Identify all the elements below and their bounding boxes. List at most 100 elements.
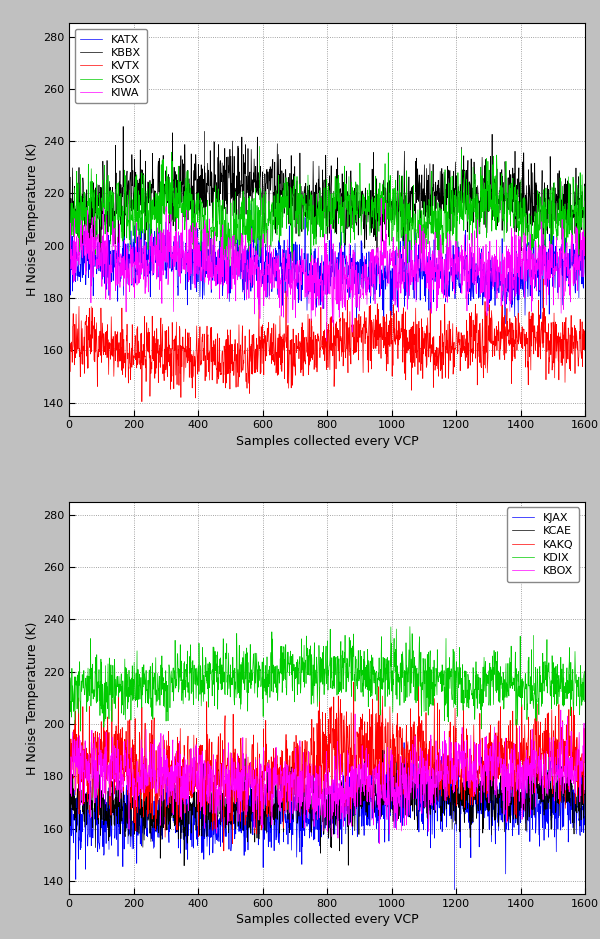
- KAKQ: [158, 765, 165, 777]
- KDIX: [158, 689, 165, 700]
- Line: KAKQ: KAKQ: [69, 683, 584, 851]
- KBOX: [548, 734, 556, 746]
- Line: KATX: KATX: [69, 204, 584, 324]
- KCAE: [329, 793, 337, 804]
- KDIX: [421, 654, 428, 665]
- Line: KBOX: KBOX: [69, 710, 584, 843]
- KVTX: [548, 364, 556, 376]
- KBOX: [581, 788, 588, 799]
- KCAE: [299, 822, 306, 833]
- KBBX: [90, 254, 97, 266]
- KVTX: [158, 349, 165, 361]
- KBOX: [158, 778, 165, 790]
- Line: KBBX: KBBX: [69, 127, 584, 260]
- KDIX: [65, 677, 73, 688]
- KVTX: [329, 343, 337, 354]
- KBBX: [299, 186, 307, 197]
- KJAX: [548, 800, 556, 811]
- KSOX: [581, 181, 588, 192]
- KCAE: [65, 795, 73, 807]
- KCAE: [75, 771, 82, 782]
- KIWA: [323, 335, 330, 346]
- KVTX: [421, 343, 428, 354]
- KIWA: [65, 242, 73, 254]
- KIWA: [421, 255, 428, 267]
- X-axis label: Samples collected every VCP: Samples collected every VCP: [236, 435, 418, 448]
- KVTX: [540, 273, 547, 285]
- KDIX: [299, 664, 306, 675]
- KBBX: [75, 208, 82, 219]
- KJAX: [72, 873, 79, 885]
- KJAX: [65, 793, 73, 805]
- KDIX: [329, 681, 337, 692]
- KJAX: [299, 840, 306, 852]
- KDIX: [548, 650, 556, 661]
- KCAE: [548, 762, 556, 774]
- KJAX: [421, 793, 428, 805]
- KBBX: [581, 194, 588, 206]
- KAKQ: [299, 766, 306, 777]
- Legend: KJAX, KCAE, KAKQ, KDIX, KBOX: KJAX, KCAE, KAKQ, KDIX, KBOX: [506, 507, 580, 582]
- KIWA: [158, 260, 165, 271]
- KSOX: [329, 188, 337, 199]
- KATX: [65, 227, 73, 239]
- KIWA: [329, 239, 337, 250]
- KIWA: [299, 260, 306, 271]
- KBOX: [299, 777, 306, 788]
- KJAX: [76, 835, 83, 846]
- KDIX: [406, 621, 413, 632]
- KSOX: [226, 261, 233, 272]
- KIWA: [548, 239, 556, 251]
- KCAE: [488, 744, 496, 755]
- Line: KCAE: KCAE: [69, 749, 584, 866]
- Line: KIWA: KIWA: [69, 198, 584, 341]
- KIWA: [581, 231, 588, 242]
- KVTX: [581, 327, 588, 338]
- KJAX: [158, 807, 165, 818]
- KAKQ: [220, 845, 227, 856]
- KSOX: [65, 205, 73, 216]
- Line: KDIX: KDIX: [69, 626, 584, 731]
- KATX: [502, 318, 509, 330]
- KAKQ: [581, 757, 588, 768]
- KBOX: [421, 761, 428, 772]
- KAKQ: [421, 747, 428, 759]
- KCAE: [581, 789, 588, 800]
- KATX: [299, 284, 306, 295]
- KVTX: [299, 338, 306, 349]
- KSOX: [299, 190, 306, 201]
- KATX: [421, 290, 428, 301]
- KDIX: [77, 726, 84, 737]
- KSOX: [75, 218, 82, 229]
- KCAE: [421, 779, 428, 791]
- KATX: [581, 254, 588, 265]
- Y-axis label: H Noise Temperature (K): H Noise Temperature (K): [26, 622, 39, 775]
- KBOX: [376, 838, 383, 849]
- KAKQ: [329, 727, 337, 738]
- KBBX: [65, 208, 73, 220]
- KBBX: [421, 190, 428, 201]
- KAKQ: [75, 692, 82, 703]
- KAKQ: [350, 677, 358, 688]
- Y-axis label: H Noise Temperature (K): H Noise Temperature (K): [26, 143, 39, 296]
- KBOX: [75, 768, 82, 779]
- KVTX: [65, 309, 73, 320]
- X-axis label: Samples collected every VCP: Samples collected every VCP: [236, 913, 418, 926]
- KAKQ: [548, 754, 556, 765]
- KBBX: [119, 121, 127, 132]
- KBBX: [158, 205, 166, 216]
- Line: KSOX: KSOX: [69, 149, 584, 267]
- KBBX: [330, 201, 337, 212]
- Line: KJAX: KJAX: [69, 739, 584, 879]
- KBOX: [65, 738, 73, 749]
- KVTX: [75, 320, 82, 331]
- KAKQ: [65, 757, 73, 768]
- KSOX: [458, 144, 465, 155]
- KATX: [248, 198, 255, 209]
- KVTX: [138, 396, 145, 408]
- KDIX: [581, 696, 588, 707]
- KATX: [75, 270, 82, 282]
- KSOX: [158, 159, 165, 170]
- KSOX: [548, 182, 556, 193]
- KBOX: [557, 704, 565, 716]
